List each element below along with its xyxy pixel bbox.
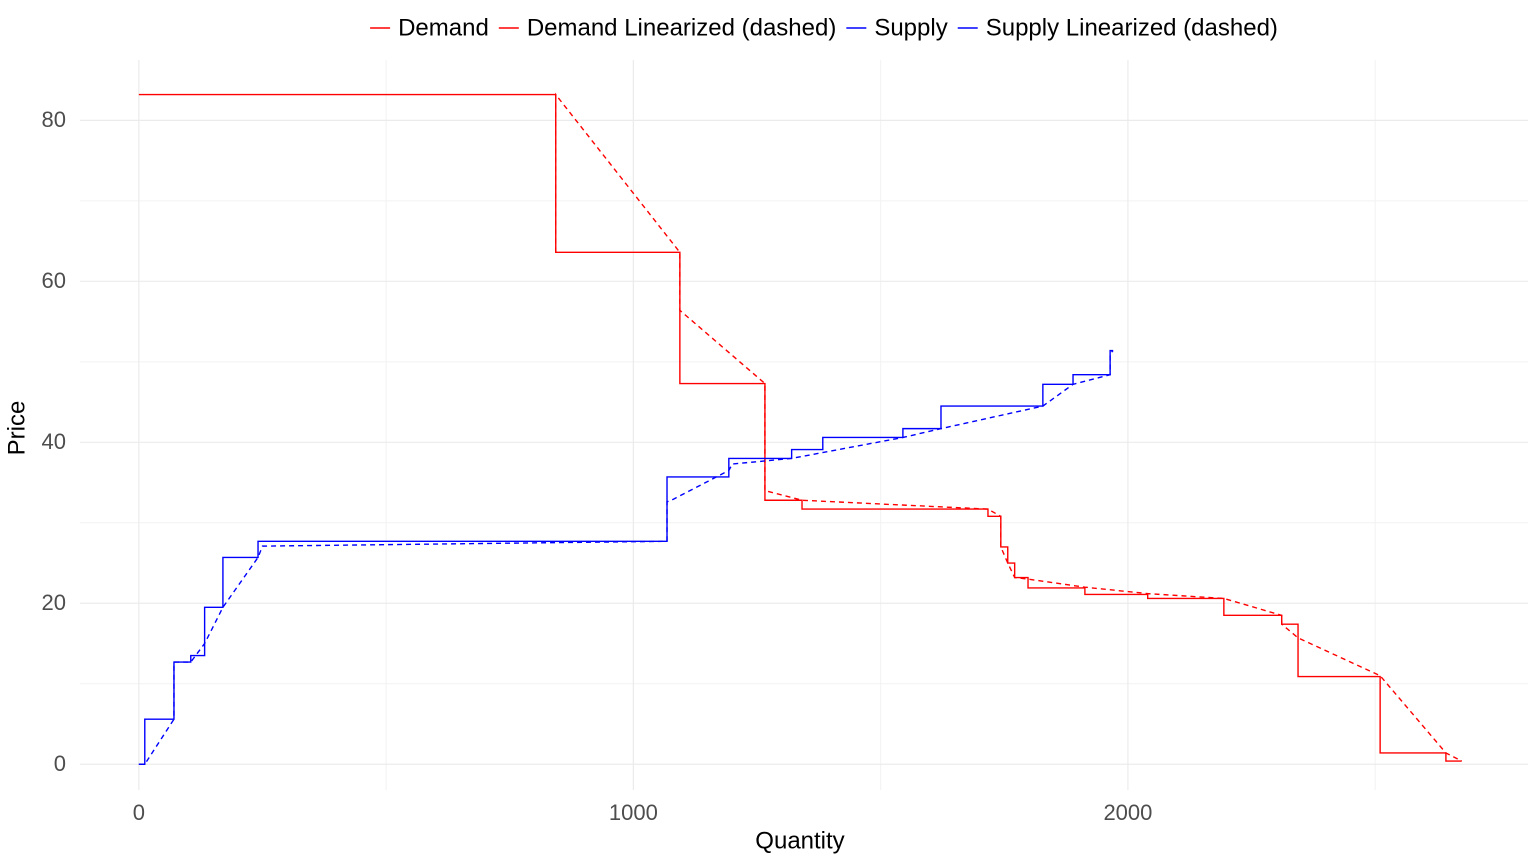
y-tick-label: 40	[42, 429, 66, 454]
y-tick-label: 80	[42, 107, 66, 132]
series-line	[138, 350, 1114, 765]
legend-label: Supply	[874, 14, 947, 41]
legend: Demand Demand Linearized (dashed) Supply Su…	[370, 14, 1278, 41]
y-axis-label: Price	[3, 401, 30, 456]
y-tick-label: 60	[42, 268, 66, 293]
x-tick-label: 0	[133, 800, 145, 825]
legend-label: Supply Linearized (dashed)	[986, 14, 1278, 41]
y-tick-label: 0	[54, 751, 66, 776]
x-tick-label: 2000	[1103, 800, 1152, 825]
y-tick-label: 20	[42, 590, 66, 615]
x-tick-label: 1000	[609, 800, 658, 825]
series-line	[138, 349, 1114, 765]
legend-label: Demand	[398, 14, 489, 41]
series-line	[555, 92, 1463, 762]
legend-label: Demand Linearized (dashed)	[527, 14, 837, 41]
series-line	[138, 93, 1462, 762]
x-axis-label: Quantity	[755, 827, 844, 854]
